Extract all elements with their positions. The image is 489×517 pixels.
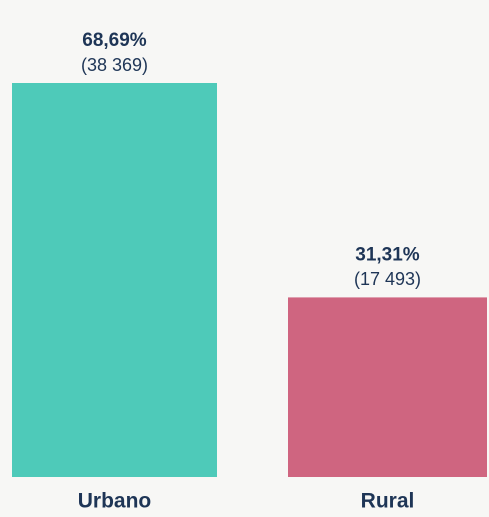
value-label: 31,31% <box>355 244 420 265</box>
category-label: Rural <box>361 490 415 513</box>
category-label: Urbano <box>78 490 152 513</box>
bar <box>288 297 487 477</box>
bar <box>12 83 217 477</box>
value-label: 68,69% <box>82 30 147 51</box>
count-label: (17 493) <box>354 269 421 289</box>
count-label: (38 369) <box>81 55 148 75</box>
